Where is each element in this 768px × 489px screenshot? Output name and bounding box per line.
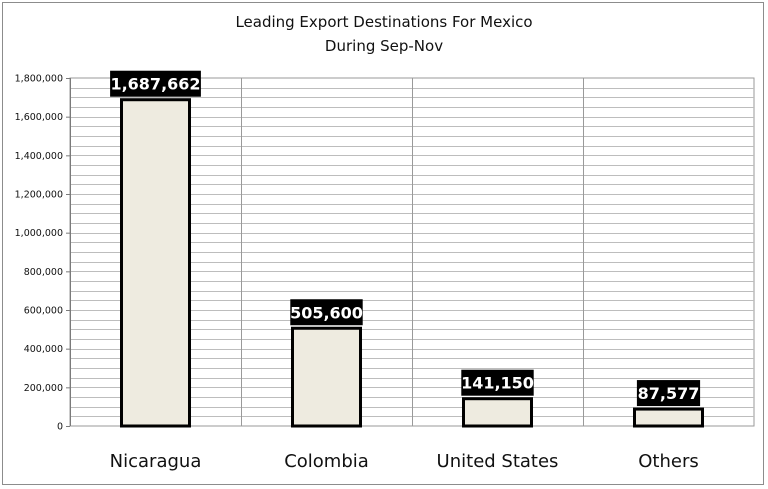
data-label-box: [110, 70, 201, 97]
chart-subtitle: During Sep-Nov: [324, 37, 444, 55]
data-label-box: [290, 299, 363, 326]
y-tick-label: 600,000: [24, 306, 63, 317]
bar: [120, 98, 191, 428]
y-tick-label: 1,800,000: [15, 74, 63, 85]
bar: [633, 407, 704, 428]
y-tick-label: 1,200,000: [15, 190, 63, 201]
y-tick-label: 1,600,000: [15, 112, 63, 123]
category-label: Nicaragua: [110, 451, 202, 472]
y-tick-label: 1,400,000: [15, 151, 63, 162]
category-label: Others: [638, 451, 699, 472]
data-label: 1,687,662: [110, 75, 200, 94]
category-label: Colombia: [284, 451, 369, 472]
y-tick-label: 0: [57, 422, 63, 433]
data-label: 141,150: [461, 374, 534, 393]
y-tick-label: 800,000: [24, 267, 63, 278]
y-tick-label: 400,000: [24, 344, 63, 355]
category-label: United States: [437, 451, 559, 472]
y-tick-label: 1,000,000: [15, 228, 63, 239]
bar: [291, 326, 362, 428]
data-label-box: [461, 369, 534, 396]
y-tick-label: 200,000: [24, 383, 63, 394]
data-label: 87,577: [638, 384, 700, 403]
data-label-box: [636, 380, 701, 407]
data-label: 505,600: [290, 303, 363, 322]
bar: [462, 397, 533, 428]
chart-title: Leading Export Destinations For Mexico: [235, 13, 533, 31]
